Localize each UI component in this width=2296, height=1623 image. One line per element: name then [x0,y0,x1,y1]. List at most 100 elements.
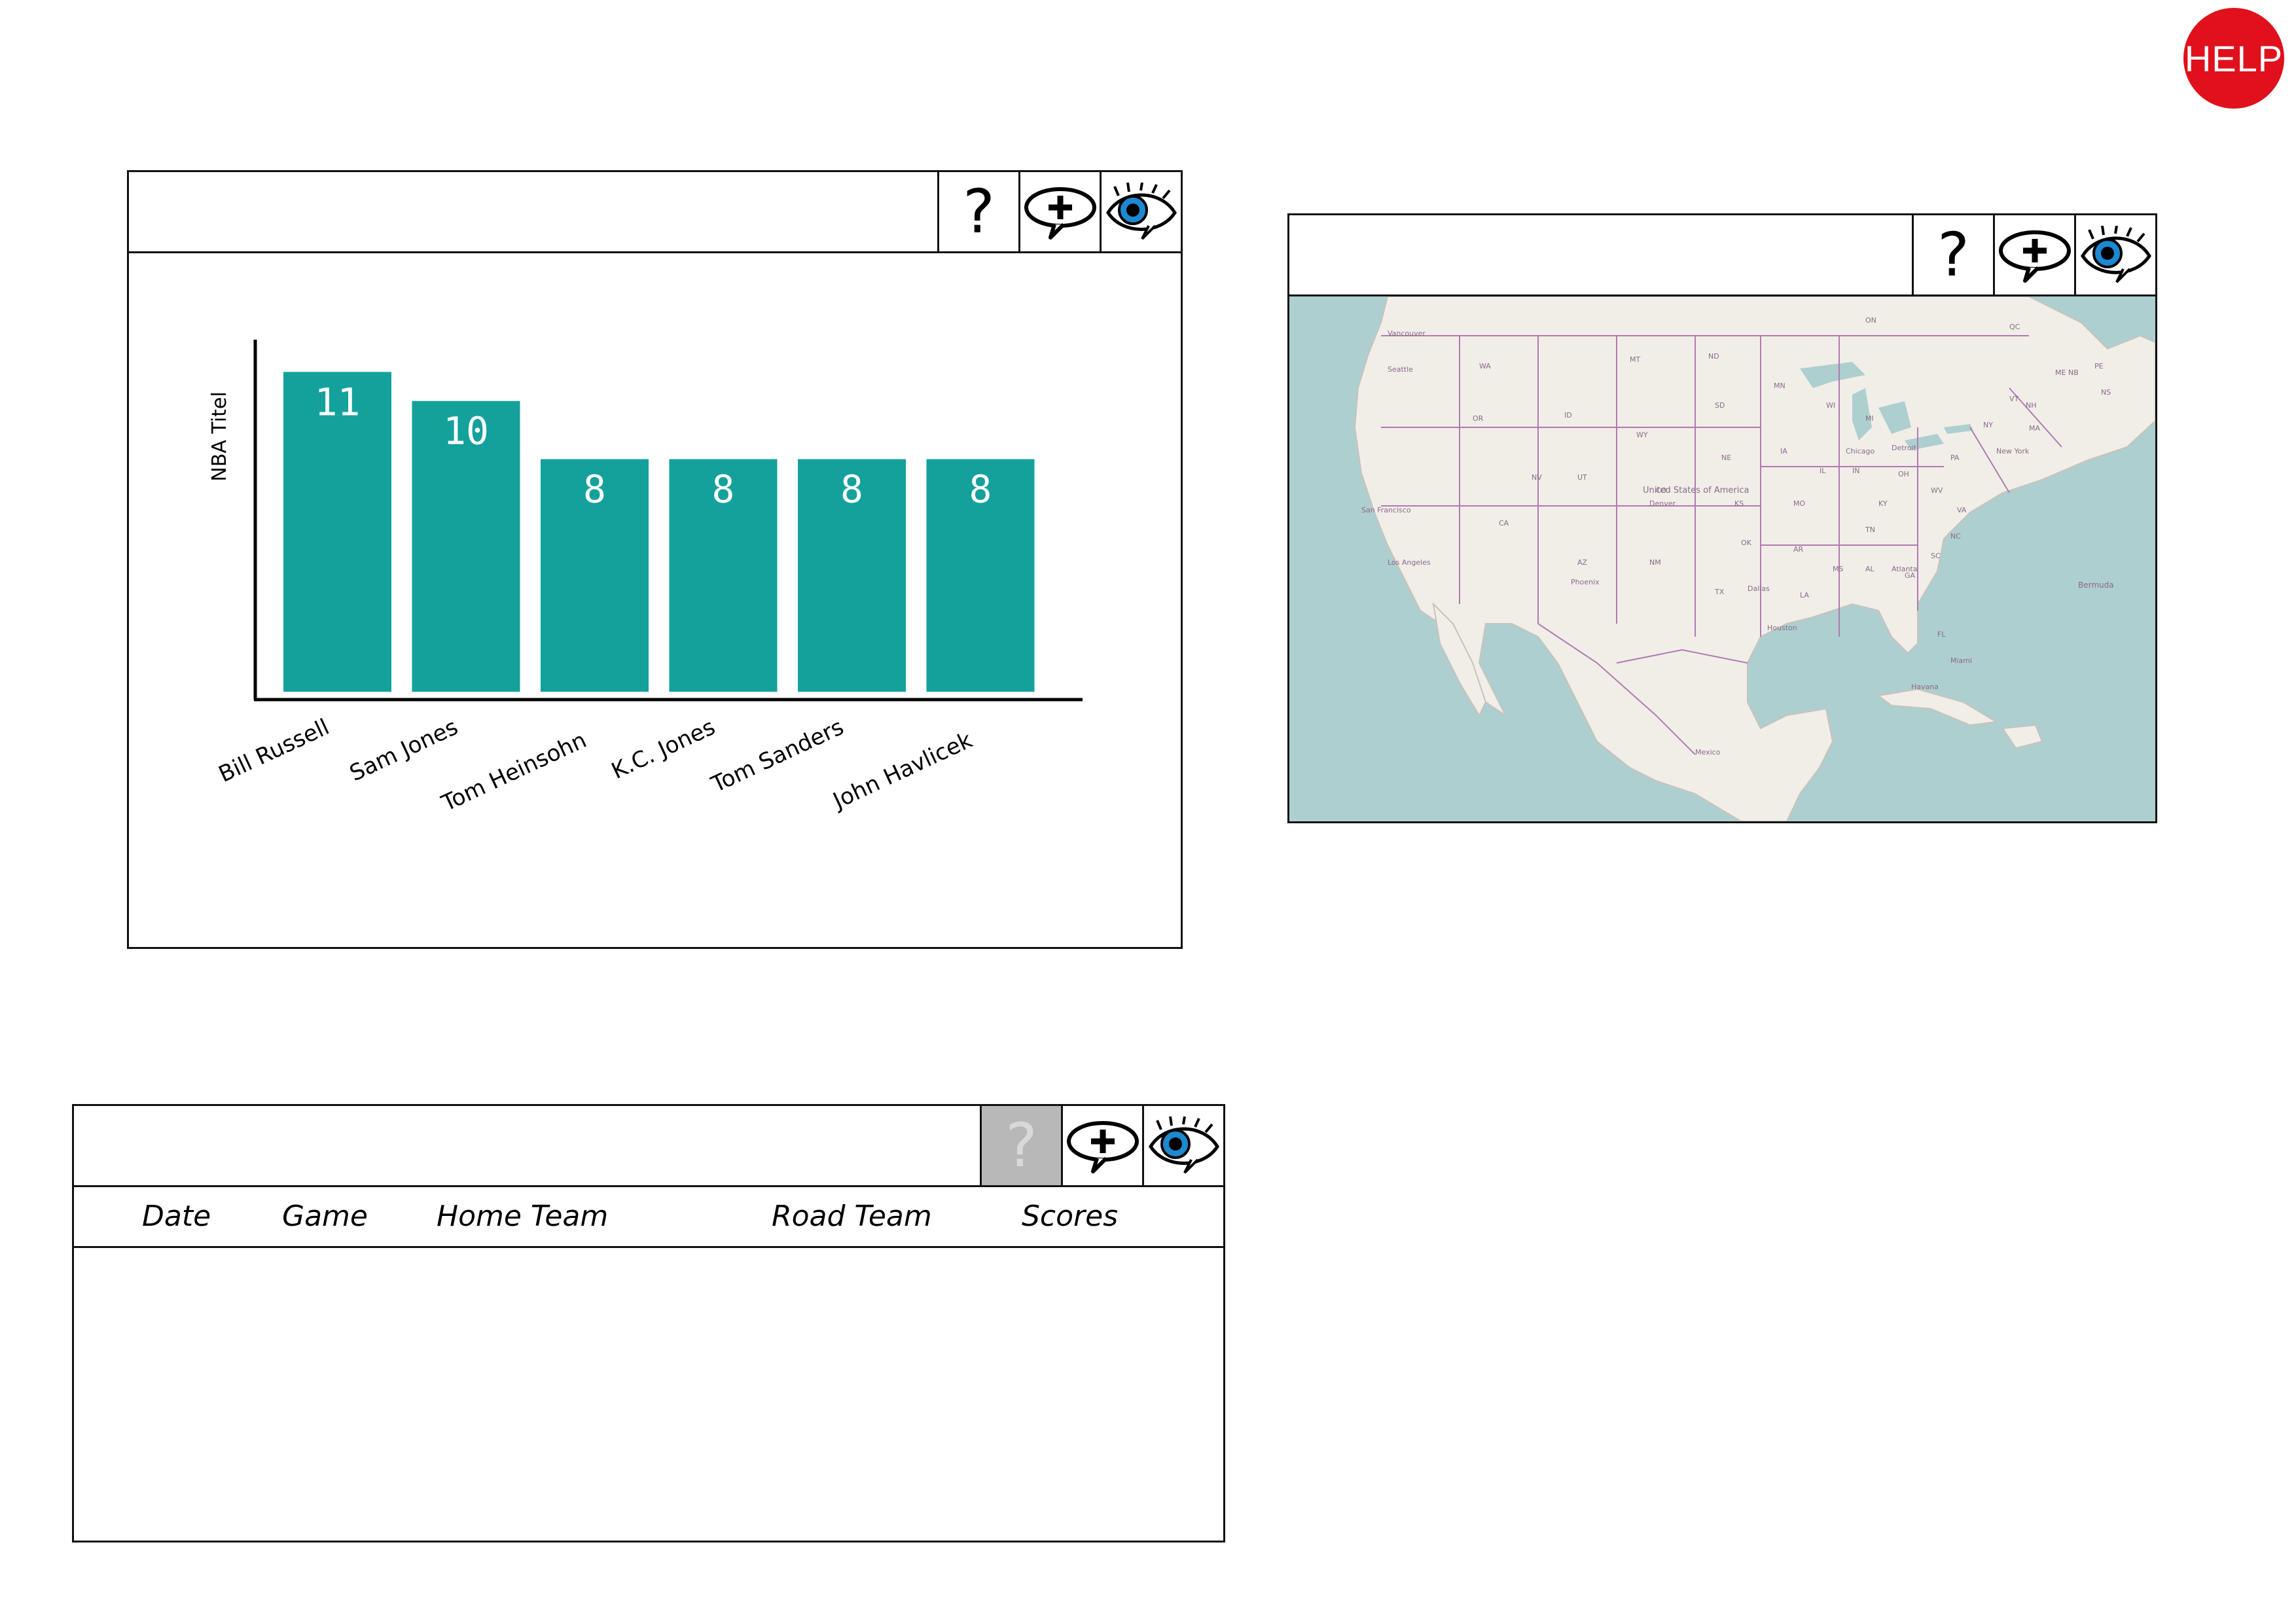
map-state-label: WY [1636,431,1648,439]
table-header-row: Date Game Home Team Road Team Scores [74,1187,1223,1248]
help-button[interactable]: HELP [2183,8,2284,109]
map-land-baja [1432,602,1487,717]
speech-bubble-plus-icon [1024,187,1096,240]
map-state-label: MS [1833,565,1843,573]
column-header-scores[interactable]: Scores [1022,1200,1119,1233]
map-state-label: OK [1741,539,1752,547]
bar-1[interactable] [412,401,520,692]
add-comment-button[interactable] [1018,172,1100,251]
map-state-label: IL [1820,467,1826,475]
map-state-label: IN [1852,467,1859,475]
x-tick-label-4: Tom Sanders [707,714,848,798]
map-state-label: NV [1532,473,1542,482]
map-state-label: ID [1564,411,1572,419]
map-state-label: VT [2009,395,2019,403]
map-state-label: SD [1715,401,1725,410]
map-state-label: MI [1865,414,1874,423]
map-state-label: UT [1577,473,1587,482]
map-state-label: CA [1499,519,1509,527]
bar-3[interactable] [669,459,778,692]
watch-button[interactable] [1142,1106,1223,1185]
question-mark-icon: ? [963,176,995,247]
map-state-label: MN [1774,382,1785,390]
map-city-label: Houston [1767,624,1797,632]
bar-0[interactable] [283,372,391,692]
map-city-label: Seattle [1388,365,1413,374]
column-header-date[interactable]: Date [142,1200,211,1233]
map-state-label: WI [1826,401,1835,410]
map-city-label: Detroit [1892,444,1917,452]
map-state-label: ND [1708,352,1719,361]
add-comment-button[interactable] [1993,215,2074,294]
bar-chart: NBA Titel 11 Bill Russell 10 Sam Jones 8 Tom … [208,340,1083,817]
chart-widget: ? NBA Titel 11 Bill Russell 10 Sam Jones 8 To… [127,170,1183,949]
x-tick-label-0: Bill Russell [215,714,333,788]
map-city-label: Miami [1950,656,1972,665]
bars-group: 11 Bill Russell 10 Sam Jones 8 Tom Heinsohn 8 K… [215,372,1035,817]
map-state-label: AR [1793,545,1804,554]
map-state-label: VA [1957,506,1967,514]
map-state-label: OR [1473,414,1484,423]
map-state-label: GA [1905,571,1916,580]
map-labels: WA OR ID MT WY ND SD NE MN IA WI MI IL IN OH PA NY VT NH MA… [1361,316,2111,757]
watch-button[interactable] [2074,215,2155,294]
map-land-hispaniola [2001,724,2043,749]
map-state-label: MO [1793,499,1805,508]
column-header-game[interactable]: Game [282,1200,368,1233]
map-borders [1381,335,2062,755]
column-header-road-team[interactable]: Road Team [772,1200,932,1233]
watch-button[interactable] [1100,172,1181,251]
map-state-label: MT [1630,355,1640,364]
map-city-label: Atlanta [1892,565,1917,573]
map-state-label: TX [1714,588,1725,596]
map-bermuda-label: Bermuda [2078,580,2114,590]
map-city-label: New York [1996,447,2030,455]
question-mark-icon: ? [1005,1110,1037,1181]
eye-icon [2080,225,2151,283]
table-widget-header: ? [74,1106,1223,1187]
map-city-label: Dallas [1748,584,1770,593]
map-province-label: NB [2068,368,2079,377]
x-tick-label-5: John Havlicek [828,727,977,815]
map-city-label: Los Angeles [1388,558,1431,567]
map-city-label: Mexico [1695,748,1721,757]
bar-4[interactable] [798,459,906,692]
bar-5[interactable] [926,459,1035,692]
map-state-label: WA [1479,362,1491,370]
question-mark-icon: ? [1937,219,1969,290]
bar-value-label-1: 10 [443,409,489,454]
map-city-label: Havana [1911,683,1939,691]
y-axis-label: NBA Titel [208,391,231,481]
help-question-button-disabled[interactable]: ? [980,1106,1061,1185]
map-state-label: AL [1865,565,1875,573]
map-state-label: NY [1983,421,1993,429]
table-widget: ? Date Game Home Team Road Team Scores [72,1104,1225,1543]
map-state-label: LA [1800,591,1809,599]
add-comment-button[interactable] [1061,1106,1142,1185]
map-state-label: NM [1649,558,1661,567]
map-city-label: Vancouver [1388,329,1426,338]
help-label: HELP [2184,37,2284,79]
speech-bubble-plus-icon [1998,230,2071,283]
map-state-label: KS [1734,499,1744,508]
map-province-label: PE [2094,362,2104,370]
map-province-label: QC [2009,323,2020,331]
map-state-label: FL [1937,630,1946,639]
map-state-label: CO [1656,486,1667,495]
x-tick-label-3: K.C. Jones [607,714,719,785]
bar-value-label-2: 8 [583,467,606,512]
help-question-button[interactable]: ? [1912,215,1993,294]
map-city-label: Denver [1649,499,1676,508]
map-city-label: Phoenix [1571,578,1600,586]
map-state-label: OH [1898,470,1909,478]
bar-value-label-4: 8 [840,467,863,512]
x-tick-label-2: Tom Heinsohn [437,727,590,817]
map-view[interactable]: WA OR ID MT WY ND SD NE MN IA WI MI IL IN OH PA NY VT NH MA… [1289,296,2155,821]
map-province-label: NS [2101,388,2111,397]
map-state-label: NE [1721,454,1731,462]
eye-icon [1105,182,1177,240]
help-question-button[interactable]: ? [937,172,1018,251]
column-header-home-team[interactable]: Home Team [437,1200,609,1233]
bar-2[interactable] [541,459,649,692]
map-state-label: IA [1780,447,1787,455]
